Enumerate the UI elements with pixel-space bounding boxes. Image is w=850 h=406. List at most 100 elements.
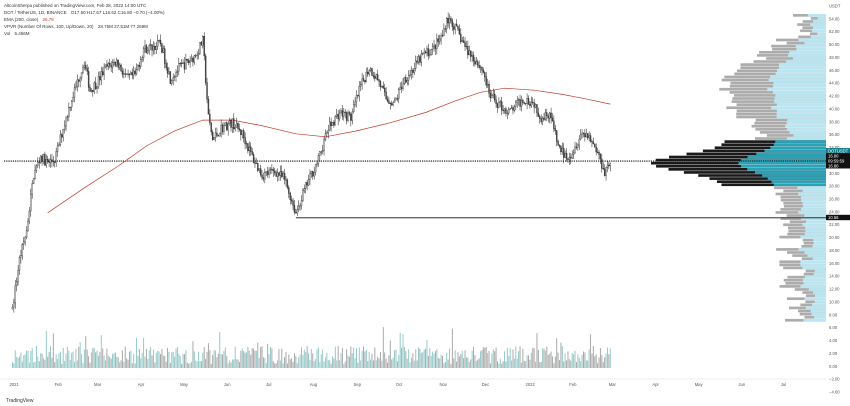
volume-bar [460, 354, 462, 368]
volume-bar [471, 350, 473, 368]
candle-body [563, 147, 565, 158]
candle-body [430, 49, 432, 55]
volume-bar [214, 350, 216, 368]
volume-bar [436, 349, 438, 368]
volume-bar [515, 346, 517, 368]
price-label-badge [826, 214, 850, 221]
candle-body [554, 128, 556, 131]
candle-body [133, 70, 135, 76]
candle-body [527, 98, 530, 105]
candle-body [16, 281, 18, 287]
y-tick-label: 14.00 [829, 274, 840, 279]
volume-bar [37, 356, 39, 368]
candle-body [272, 169, 274, 172]
volume-bar [322, 349, 324, 368]
volume-bar [543, 348, 545, 368]
candle-body [451, 20, 454, 27]
candle-body [419, 56, 421, 63]
volume-bar [261, 346, 263, 368]
volume-profile-row-up [789, 131, 826, 134]
candle-body [375, 74, 377, 79]
candle-body [182, 62, 184, 64]
volume-bar [255, 350, 257, 368]
tradingview-logo: TradingView [6, 398, 34, 404]
volume-bar [291, 358, 293, 368]
volume-bar [570, 360, 572, 368]
volume-bar [326, 352, 328, 368]
volume-bar [317, 347, 319, 368]
candle-body [345, 112, 348, 121]
candle-body [334, 116, 337, 126]
candle-body [506, 112, 509, 114]
volume-bar [518, 351, 520, 368]
candle-body [124, 73, 126, 75]
candle-body [113, 61, 115, 63]
candle-body [48, 161, 50, 163]
volume-bar [195, 360, 197, 368]
y-tick-label: 38.00 [829, 119, 840, 124]
volume-bar [298, 357, 300, 368]
candle-body [252, 154, 255, 163]
candle-body [420, 53, 423, 63]
volume-bar [110, 358, 112, 368]
candle-body [240, 129, 242, 135]
candle-body [530, 101, 532, 106]
volume-bar [379, 352, 381, 368]
volume-profile-row-up [804, 232, 826, 236]
volume-bar [116, 356, 118, 368]
volume-bar [582, 351, 584, 368]
volume-bar [361, 350, 363, 368]
candle-body [460, 33, 462, 42]
volume-profile-row-up [776, 115, 826, 119]
candle-body [24, 236, 26, 242]
candle-body [352, 104, 355, 113]
volume-bar [430, 355, 432, 368]
candle-body [186, 59, 188, 61]
volume-bar [324, 357, 326, 368]
candle-body [235, 122, 238, 128]
volume-bar [319, 362, 321, 368]
volume-profile-row-up [802, 189, 826, 193]
candle-body [47, 158, 49, 162]
vpvr-label: VPVR (Number Of Rows, 100, Up/Down, 20) [4, 24, 94, 29]
candle-body [465, 46, 468, 47]
candle-body [87, 71, 90, 88]
candle-body [234, 127, 236, 130]
volume-bar [519, 346, 521, 368]
volume-bar [520, 362, 522, 368]
volume-profile-row-up [740, 158, 826, 162]
candle-body [396, 98, 399, 100]
volume-bar [413, 360, 415, 368]
volume-bar [168, 351, 170, 368]
candle-body [176, 70, 179, 73]
volume-bar [396, 361, 398, 368]
volume-profile-row-up [807, 254, 826, 257]
volume-bar [474, 355, 476, 368]
candle-body [329, 121, 331, 131]
volume-profile-row-up [804, 275, 826, 279]
candle-body [606, 164, 609, 168]
volume-bar [286, 363, 288, 368]
volume-bar [598, 357, 600, 368]
volume-profile-row-up [804, 214, 826, 217]
candle-body [391, 103, 393, 106]
candle-body [385, 91, 387, 100]
candle-body [39, 155, 42, 163]
candle-body [18, 257, 21, 271]
volume-bar [243, 351, 245, 368]
volume-bar [344, 361, 346, 368]
volume-bar [526, 355, 528, 368]
candle-body [197, 53, 200, 56]
candle-body [157, 40, 159, 47]
volume-bar [392, 357, 394, 368]
volume-bar [530, 352, 532, 368]
candle-body [37, 161, 39, 166]
candle-body [61, 134, 63, 138]
volume-bar [107, 355, 109, 368]
candle-body [231, 118, 234, 128]
candle-body [120, 64, 122, 72]
candle-body [513, 106, 516, 111]
candle-body [73, 87, 76, 98]
candle-body [14, 285, 16, 304]
